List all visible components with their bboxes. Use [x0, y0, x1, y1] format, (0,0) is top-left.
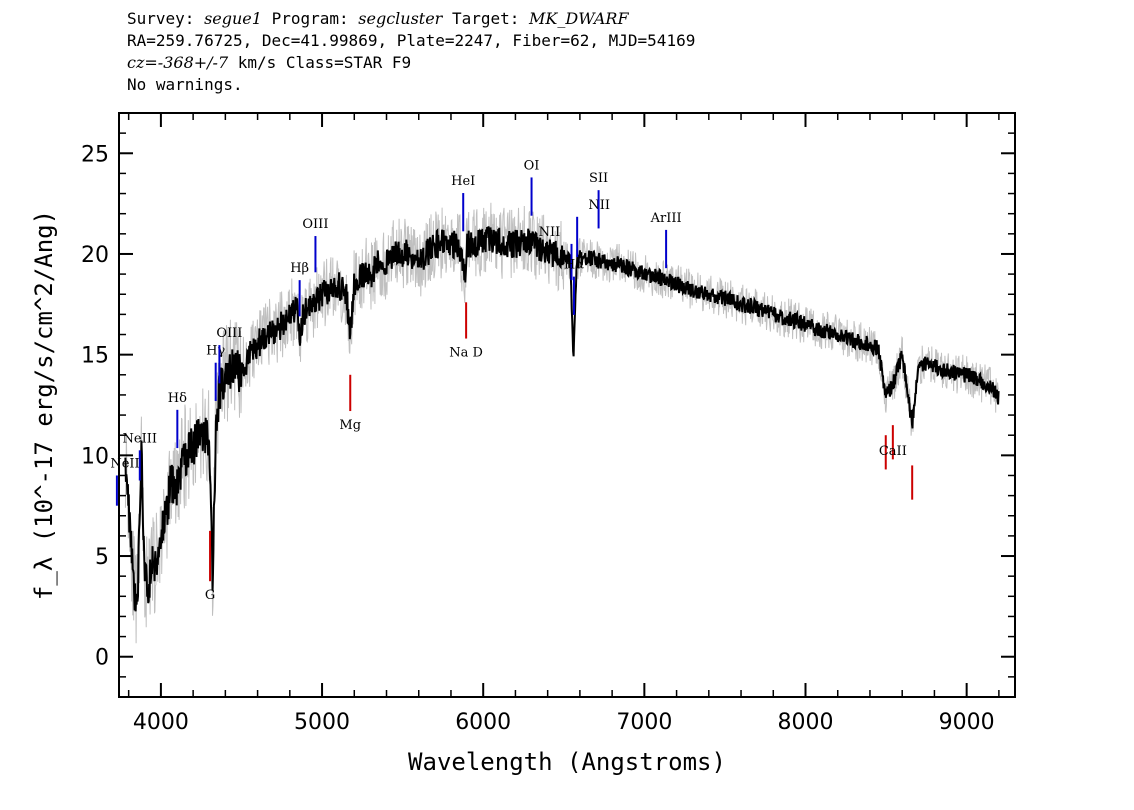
class-text: km/s Class=STAR F9	[228, 53, 412, 72]
axis-ticks: 4000 5000 6000 7000 8000 9000 0 5 10 15 20 25	[81, 113, 1015, 735]
flux-series	[124, 226, 1000, 612]
y-tick-label: 15	[81, 344, 109, 369]
spectral-line-markers: NeIINeIIIHδHγOIIIHβOIIIHeIOINIIHαNIISIIA…	[110, 158, 914, 603]
x-tick-label: 7000	[616, 710, 672, 735]
line-label-hβ: Hβ	[290, 261, 309, 276]
cz-prefix: cz=	[127, 53, 158, 72]
line-label-g: G	[205, 588, 215, 603]
program-name: segcluster	[358, 9, 443, 28]
line-label-nii: NII	[539, 225, 561, 240]
line-label-caii: CaII	[879, 444, 907, 459]
line-label-neiii: NeIII	[123, 431, 157, 446]
x-tick-label: 4000	[133, 710, 189, 735]
x-axis-title: Wavelength (Angstroms)	[408, 748, 726, 776]
y-tick-label: 0	[95, 646, 109, 671]
x-tick-label: 5000	[294, 710, 350, 735]
line-label-neii: NeII	[110, 456, 139, 471]
target-name: MK_DWARF	[529, 9, 629, 28]
flux-path	[124, 226, 1000, 612]
y-tick-label: 10	[81, 444, 109, 469]
line-label-hei: HeI	[451, 174, 475, 189]
line-label-sii: SII	[589, 171, 608, 186]
noise-path	[124, 202, 1000, 644]
warnings-line: No warnings.	[127, 75, 243, 94]
line-label-hδ: Hδ	[168, 391, 187, 406]
line-label-hα: Hα	[564, 258, 584, 273]
x-tick-label: 8000	[778, 710, 834, 735]
noise-band	[124, 202, 1000, 644]
survey-line: Survey: segue1 Program: segcluster Targe…	[127, 8, 695, 30]
cz-value: -368+/-7	[157, 53, 229, 72]
y-tick-label: 25	[81, 142, 109, 167]
spectrum-header: Survey: segue1 Program: segcluster Targe…	[127, 8, 695, 96]
y-tick-label: 20	[81, 243, 109, 268]
plot-frame	[118, 112, 1016, 698]
x-tick-label: 9000	[939, 710, 995, 735]
line-label-oi: OI	[524, 158, 540, 173]
coordinates-line: RA=259.76725, Dec=41.99869, Plate=2247, …	[127, 31, 696, 50]
line-label-oiii: OIII	[216, 326, 242, 341]
x-tick-label: 6000	[455, 710, 511, 735]
line-label-na-d: Na D	[449, 346, 483, 361]
redshift-line: cz=-368+/-7 km/s Class=STAR F9	[127, 52, 695, 74]
line-label-ariii: ArIII	[650, 211, 682, 226]
y-tick-label: 5	[95, 545, 109, 570]
line-label-oiii: OIII	[302, 217, 328, 232]
survey-prefix: Survey:	[127, 9, 205, 28]
survey-name: segue1	[204, 9, 262, 28]
y-axis-title: f_λ (10^-17 erg/s/cm^2/Ang)	[30, 210, 58, 600]
program-prefix: Program:	[261, 9, 359, 28]
line-label-mg: Mg	[339, 418, 361, 433]
line-label-hγ: Hγ	[206, 344, 225, 359]
target-prefix: Target:	[442, 9, 530, 28]
